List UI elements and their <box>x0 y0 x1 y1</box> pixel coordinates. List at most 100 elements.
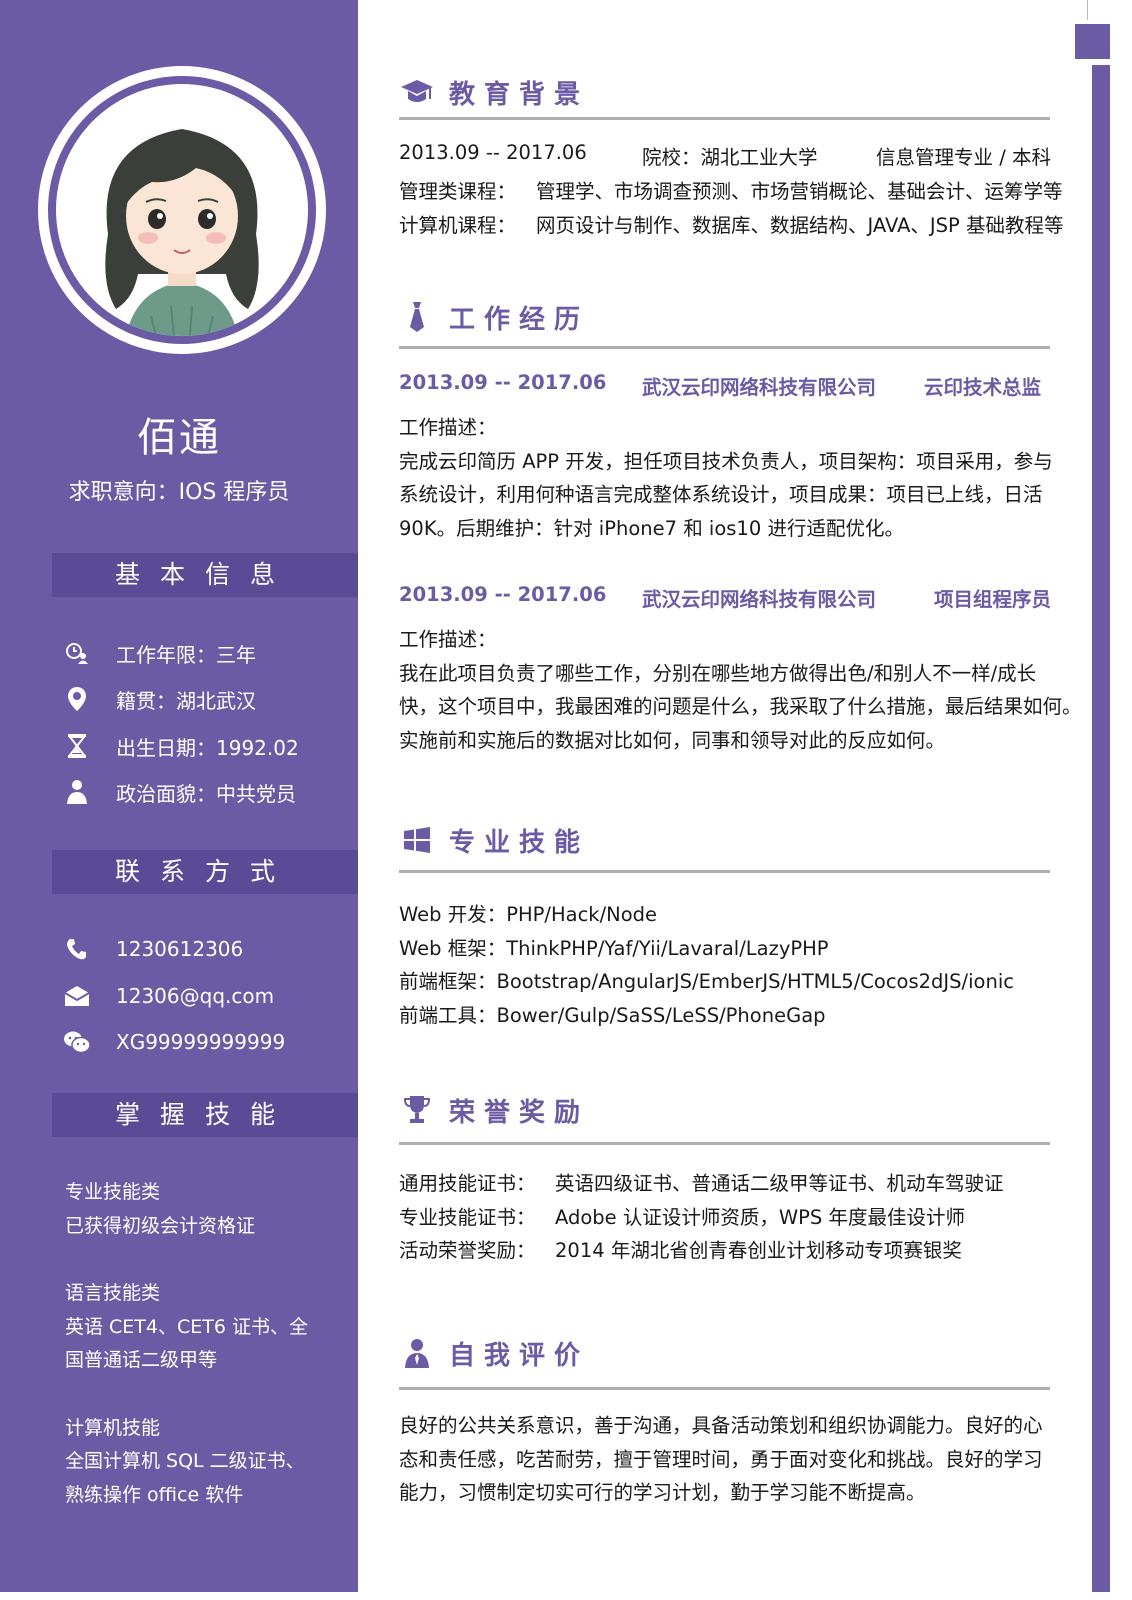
cs-label: 计算机课程： <box>399 214 517 237</box>
info-text: 出生日期：1992.02 <box>116 735 299 760</box>
skill-line: 熟练操作 office 软件 <box>65 1483 244 1506</box>
self-eval-heading: 自我评价 <box>399 1333 589 1373</box>
resume-page: 佰通 求职意向：IOS 程序员 基本信息 工作年限：三年 籍贯：湖北武汉 出生日… <box>0 0 1110 1592</box>
edu-school: 院校：湖北工业大学 <box>642 146 818 169</box>
tech-skill-line: 前端框架：Bootstrap/AngularJS/EmberJS/HTML5/C… <box>399 970 1014 993</box>
section-divider <box>399 1142 1050 1145</box>
info-hometown: 籍贯：湖北武汉 <box>62 684 256 714</box>
hourglass-icon <box>62 731 92 761</box>
person-icon <box>62 777 92 807</box>
honor-value: Adobe 认证设计师资质，WPS 年度最佳设计师 <box>555 1205 965 1229</box>
contact-phone: 1230612306 <box>62 934 243 964</box>
honor-label: 专业技能证书： <box>399 1205 536 1229</box>
info-text: 籍贯：湖北武汉 <box>116 688 256 713</box>
skills-heading: 掌握技能 <box>52 1093 358 1137</box>
mgmt-label: 管理类课程： <box>399 180 517 203</box>
self-eval-line: 能力，习惯制定切实可行的学习计划，勤于学习能不断提高。 <box>399 1481 926 1504</box>
honors-list: 通用技能证书： 英语四级证书、普通话二级甲等证书、机动车驾驶证 专业技能证书： Ad… <box>399 1167 1004 1268</box>
skill-line: 语言技能类 <box>65 1282 161 1304</box>
section-divider <box>399 870 1050 873</box>
job-desc-line: 90K。后期维护：针对 iPhone7 和 ios10 进行适配优化。 <box>399 516 904 540</box>
skill-line: 已获得初级会计资格证 <box>65 1214 256 1237</box>
job-company: 武汉云印网络科技有限公司 <box>642 376 877 399</box>
section-divider <box>399 117 1050 120</box>
skill-group-professional: 专业技能类 已获得初级会计资格证 <box>65 1176 325 1243</box>
contact-wechat: XG99999999999 <box>62 1027 285 1057</box>
phone-icon <box>62 934 92 964</box>
skills-section-heading: 专业技能 <box>399 820 589 860</box>
honor-value: 2014 年湖北省创青春创业计划移动专项赛银奖 <box>555 1239 962 1262</box>
self-eval-line: 良好的公共关系意识，善于沟通，具备活动策划和组织协调能力。良好的心 <box>399 1414 1043 1437</box>
job-desc-line: 系统设计，利用何种语言完成整体系统设计，项目成果：项目已上线，日活 <box>399 483 1043 506</box>
skill-line: 英语 CET4、CET6 证书、全 <box>65 1315 309 1338</box>
mgmt-courses: 管理学、市场调查预测、市场营销概论、基础会计、运筹学等 <box>536 180 1063 203</box>
info-political: 政治面貌：中共党员 <box>62 777 296 807</box>
avatar-illustration <box>105 129 259 336</box>
necktie-icon <box>399 299 435 335</box>
job-1-body: 工作描述： 完成云印简历 APP 开发，担任项目技术负责人，项目架构：项目采用，… <box>399 411 1064 545</box>
user-icon <box>399 1335 435 1371</box>
job-role: 项目组程序员 <box>934 588 1052 611</box>
info-text: 政治面貌：中共党员 <box>116 781 296 806</box>
skill-line: 全国计算机 SQL 二级证书、 <box>65 1450 305 1472</box>
job-desc-line: 实施前和实施后的数据对比如何，同事和领导对此的反应如何。 <box>399 728 946 752</box>
contact-text[interactable]: XG99999999999 <box>116 1030 286 1054</box>
job-desc-label: 工作描述： <box>399 628 497 651</box>
job-desc-line: 我在此项目负责了哪些工作，分别在哪些地方做得出色/和别人不一样/成长 <box>399 661 1037 685</box>
graduation-cap-icon <box>399 74 435 110</box>
tech-skill-line: 前端工具：Bower/Gulp/SaSS/LeSS/PhoneGap <box>399 1003 826 1027</box>
corner-mark <box>1087 0 1088 20</box>
trophy-icon <box>399 1092 435 1128</box>
mail-icon <box>62 981 92 1011</box>
section-title: 荣誉奖励 <box>449 1097 590 1128</box>
sidebar: 佰通 求职意向：IOS 程序员 基本信息 工作年限：三年 籍贯：湖北武汉 出生日… <box>0 0 358 1592</box>
section-divider <box>399 1387 1050 1390</box>
tech-skill-line: Web 开发：PHP/Hack/Node <box>399 903 658 926</box>
decor-rail <box>1092 65 1110 1592</box>
info-text: 工作年限：三年 <box>116 642 256 667</box>
avatar <box>38 66 326 354</box>
basic-info-heading: 基本信息 <box>52 553 358 597</box>
skill-line: 专业技能类 <box>65 1181 161 1203</box>
contact-text[interactable]: 1230612306 <box>116 937 244 961</box>
job-intent: 求职意向：IOS 程序员 <box>68 480 290 505</box>
edu-period: 2013.09 -- 2017.06 <box>399 141 587 164</box>
candidate-name: 佰通 <box>137 415 221 461</box>
skill-groups: 专业技能类 已获得初级会计资格证 语言技能类 英语 CET4、CET6 证书、全… <box>65 1176 325 1546</box>
job-desc-line: 完成云印简历 APP 开发，担任项目技术负责人，项目架构：项目采用，参与 <box>399 449 1053 473</box>
work-heading: 工作经历 <box>399 297 589 337</box>
honor-item: 活动荣誉奖励： 2014 年湖北省创青春创业计划移动专项赛银奖 <box>399 1234 1004 1268</box>
contact-heading: 联系方式 <box>52 850 358 894</box>
info-birthdate: 出生日期：1992.02 <box>62 731 299 761</box>
section-divider <box>399 346 1050 349</box>
tech-skills-list: Web 开发：PHP/Hack/Node Web 框架：ThinkPHP/Yaf… <box>399 898 1014 1032</box>
edu-major: 信息管理专业 / 本科 <box>876 146 1051 169</box>
contact-email: 12306@qq.com <box>62 981 274 1011</box>
info-work-years: 工作年限：三年 <box>62 638 256 668</box>
contact-text[interactable]: 12306@qq.com <box>116 984 275 1008</box>
honor-label: 通用技能证书： <box>399 1172 536 1195</box>
honor-label: 活动荣誉奖励： <box>399 1239 536 1262</box>
skill-line: 国普通话二级甲等 <box>65 1349 218 1371</box>
windows-icon <box>399 822 435 858</box>
honor-item: 通用技能证书： 英语四级证书、普通话二级甲等证书、机动车驾驶证 <box>399 1167 1004 1201</box>
section-title: 教育背景 <box>449 79 590 110</box>
job-role: 云印技术总监 <box>924 376 1042 399</box>
job-desc-line: 快，这个项目中，我最困难的问题是什么，我采取了什么措施，最后结果如何。 <box>399 695 1082 718</box>
honors-heading: 荣誉奖励 <box>399 1090 589 1130</box>
skill-line: 计算机技能 <box>65 1416 161 1439</box>
honor-item: 专业技能证书： Adobe 认证设计师资质，WPS 年度最佳设计师 <box>399 1201 1004 1235</box>
section-title: 自我评价 <box>449 1340 590 1371</box>
skill-group-language: 语言技能类 英语 CET4、CET6 证书、全 国普通话二级甲等 <box>65 1277 325 1378</box>
self-eval-text: 良好的公共关系意识，善于沟通，具备活动策划和组织协调能力。良好的心 态和责任感，… <box>399 1409 1043 1510</box>
clock-user-icon <box>62 638 92 668</box>
job-period: 2013.09 -- 2017.06 <box>399 583 607 606</box>
tech-skill-line: Web 框架：ThinkPHP/Yaf/Yii/Lavaral/LazyPHP <box>399 936 829 960</box>
job-period: 2013.09 -- 2017.06 <box>399 371 607 394</box>
decor-block <box>1075 24 1110 59</box>
honor-value: 英语四级证书、普通话二级甲等证书、机动车驾驶证 <box>555 1172 1004 1195</box>
job-company: 武汉云印网络科技有限公司 <box>642 588 877 611</box>
education-heading: 教育背景 <box>399 72 589 112</box>
self-eval-line: 态和责任感，吃苦耐劳，擅于管理时间，勇于面对变化和挑战。良好的学习 <box>399 1447 1043 1471</box>
skill-group-computer: 计算机技能 全国计算机 SQL 二级证书、 熟练操作 office 软件 <box>65 1412 325 1513</box>
